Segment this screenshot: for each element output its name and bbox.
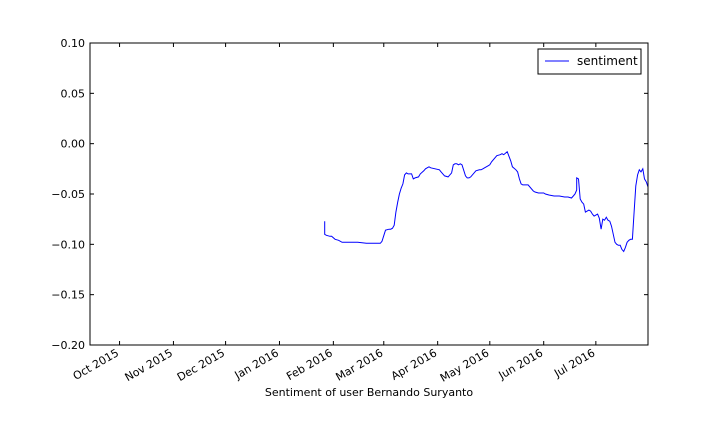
legend-label-sentiment: sentiment (577, 54, 638, 68)
y-tick-label: 0.00 (61, 138, 86, 151)
plot-area (324, 150, 649, 253)
y-tick-label: 0.10 (61, 37, 86, 50)
y-tick-label: −0.20 (51, 339, 85, 352)
series-line-sentiment (324, 150, 649, 253)
y-tick-label: −0.05 (51, 188, 85, 201)
axes-frame (89, 42, 649, 346)
y-tick-label: −0.15 (51, 289, 85, 302)
y-tick-label: −0.10 (51, 238, 85, 251)
x-axis-label: Sentiment of user Bernando Suryanto (265, 386, 473, 399)
legend: sentiment (537, 48, 642, 75)
y-tick-label: 0.05 (61, 87, 86, 100)
legend-box (537, 48, 642, 75)
y-axis: 0.10 0.05 0.00 −0.05 −0.10 −0.15 −0.20 (51, 37, 648, 352)
